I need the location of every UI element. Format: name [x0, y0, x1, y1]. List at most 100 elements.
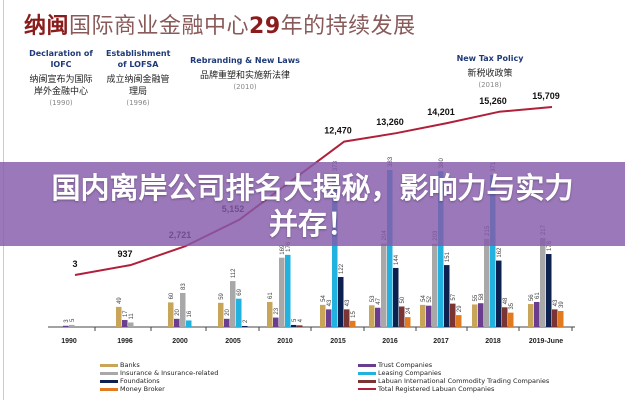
bar-value-label: 69	[237, 288, 243, 295]
x-tick-label: 2018	[485, 338, 501, 345]
legend-item: Banks	[100, 361, 218, 369]
bar-value-label: 5	[70, 318, 76, 322]
banner-text: 国内离岸公司排名大揭秘，影响力与实力 并存！	[0, 170, 625, 242]
legend-swatch	[358, 388, 376, 390]
bar-insurance-insurance-related	[69, 324, 75, 327]
annotation-rebranding: Rebranding & New Laws 品牌重塑和实施新法律 (2010)	[190, 55, 300, 93]
bar-value-label: 162	[497, 247, 503, 258]
bar-value-label: 53	[370, 295, 376, 302]
legend-label: Trust Companies	[378, 361, 433, 369]
bar-foundations	[338, 276, 344, 327]
bar-value-label: 50	[400, 296, 406, 303]
bar-foundations	[444, 265, 450, 327]
bar-banks	[369, 305, 375, 327]
line-value-label: 15,260	[479, 96, 507, 106]
bar-value-label: 2	[243, 319, 249, 323]
bar-labuan-international-commodity-trading-companies	[552, 309, 558, 327]
x-tick-label: 2016	[382, 338, 398, 345]
line-value-label: 12,470	[324, 126, 352, 136]
bar-value-label: 57	[451, 293, 457, 300]
x-tick-label: 2015	[330, 338, 346, 345]
bar-value-label: 17	[123, 310, 129, 317]
x-tick-label: 1990	[61, 338, 77, 345]
annotation-iofc: Declaration of IOFC 纳闽宣布为国际岸外金融中心 (1990)	[28, 48, 94, 109]
annotation-year: (2018)	[478, 81, 502, 89]
bar-insurance-insurance-related	[540, 238, 546, 327]
bar-value-label: 383	[388, 156, 394, 167]
bar-leasing-companies	[236, 298, 242, 327]
annotation-cn: 纳闽宣布为国际岸外金融中心	[29, 75, 93, 97]
bar-value-label: 55	[473, 294, 479, 301]
bar-banks	[420, 304, 426, 327]
annotation-cn: 品牌重塑和实施新法律	[199, 71, 290, 81]
annotation-lofsa: Establishment of LOFSA 成立纳闽金融管理局 (1996)	[106, 48, 170, 109]
bar-value-label: 144	[394, 254, 400, 265]
legend-swatch	[358, 371, 376, 375]
bar-labuan-international-commodity-trading-companies	[344, 309, 350, 327]
bar-trust-companies	[375, 307, 381, 327]
bar-value-label: 54	[321, 295, 327, 302]
annotation-en: New Tax Policy	[456, 54, 524, 63]
annotation-year: (1990)	[49, 99, 73, 107]
line-value-label: 14,201	[427, 107, 455, 117]
bar-labuan-international-commodity-trading-companies	[399, 306, 405, 327]
bar-value-label: 11	[129, 313, 135, 320]
bar-insurance-insurance-related	[432, 243, 438, 327]
banner-line2: 并存！	[268, 207, 356, 241]
legend-left: Banks Insurance & Insurance-related Founda…	[100, 361, 218, 393]
line-value-label: 13,260	[376, 117, 404, 127]
bar-insurance-insurance-related	[484, 238, 490, 327]
bar-foundations	[393, 267, 399, 327]
annotation-year: (2010)	[233, 83, 257, 91]
bar-banks	[320, 304, 326, 327]
title-highlight: 纳闽	[24, 14, 70, 39]
legend-swatch	[100, 363, 118, 367]
bar-value-label: 49	[117, 297, 123, 304]
legend-item: Money Broker	[100, 385, 218, 393]
bar-value-label: 29	[457, 305, 463, 312]
annotation-tax: New Tax Policy 新税收政策 (2018)	[450, 53, 530, 91]
bar-banks	[168, 302, 174, 327]
bar-value-label: 20	[175, 308, 181, 315]
annotation-cn: 新税收政策	[467, 69, 513, 79]
bar-banks	[267, 301, 273, 327]
bar-foundations	[291, 324, 297, 327]
bar-value-label: 83	[181, 283, 187, 290]
bar-value-label: 59	[219, 292, 225, 299]
legend-item: Trust Companies	[358, 361, 549, 369]
legend-item: Foundations	[100, 377, 218, 385]
bar-leasing-companies	[387, 169, 393, 327]
bar-leasing-companies	[332, 174, 338, 327]
bar-banks	[472, 304, 478, 327]
bar-value-label: 4	[298, 318, 304, 322]
bar-value-label: 169	[280, 244, 286, 255]
bar-banks	[116, 306, 122, 327]
bar-value-label: 176	[286, 241, 292, 252]
legend-right: Trust Companies Leasing Companies Labuan I…	[358, 361, 549, 393]
bar-value-label: 43	[345, 299, 351, 306]
x-tick-label: 2019-June	[529, 338, 563, 345]
bar-value-label: 20	[225, 308, 231, 315]
banner-overlay	[0, 162, 625, 246]
bar-money-broker	[508, 312, 514, 327]
bar-value-label: 15	[351, 311, 357, 318]
line-value-label: 937	[117, 249, 132, 259]
bar-insurance-insurance-related	[381, 243, 387, 327]
bar-value-label: 5	[292, 318, 298, 322]
bar-value-label: 35	[509, 302, 515, 309]
x-tick-label: 2000	[172, 338, 188, 345]
legend-item: Labuan International Commodity Trading C…	[358, 377, 549, 385]
legend-item: Total Registered Labuan Companies	[358, 385, 549, 393]
bar-value-label: 3	[64, 319, 70, 323]
bar-foundations	[242, 326, 248, 327]
bar-trust-companies	[273, 317, 279, 327]
bar-trust-companies	[122, 320, 128, 327]
bar-value-label: 56	[529, 294, 535, 301]
legend-label: Foundations	[120, 377, 160, 385]
legend-label: Leasing Companies	[378, 369, 442, 377]
legend-swatch	[100, 379, 118, 383]
bar-money-broker	[405, 317, 411, 327]
line-value-label: 15,709	[532, 91, 560, 101]
bar-leasing-companies	[186, 320, 192, 327]
